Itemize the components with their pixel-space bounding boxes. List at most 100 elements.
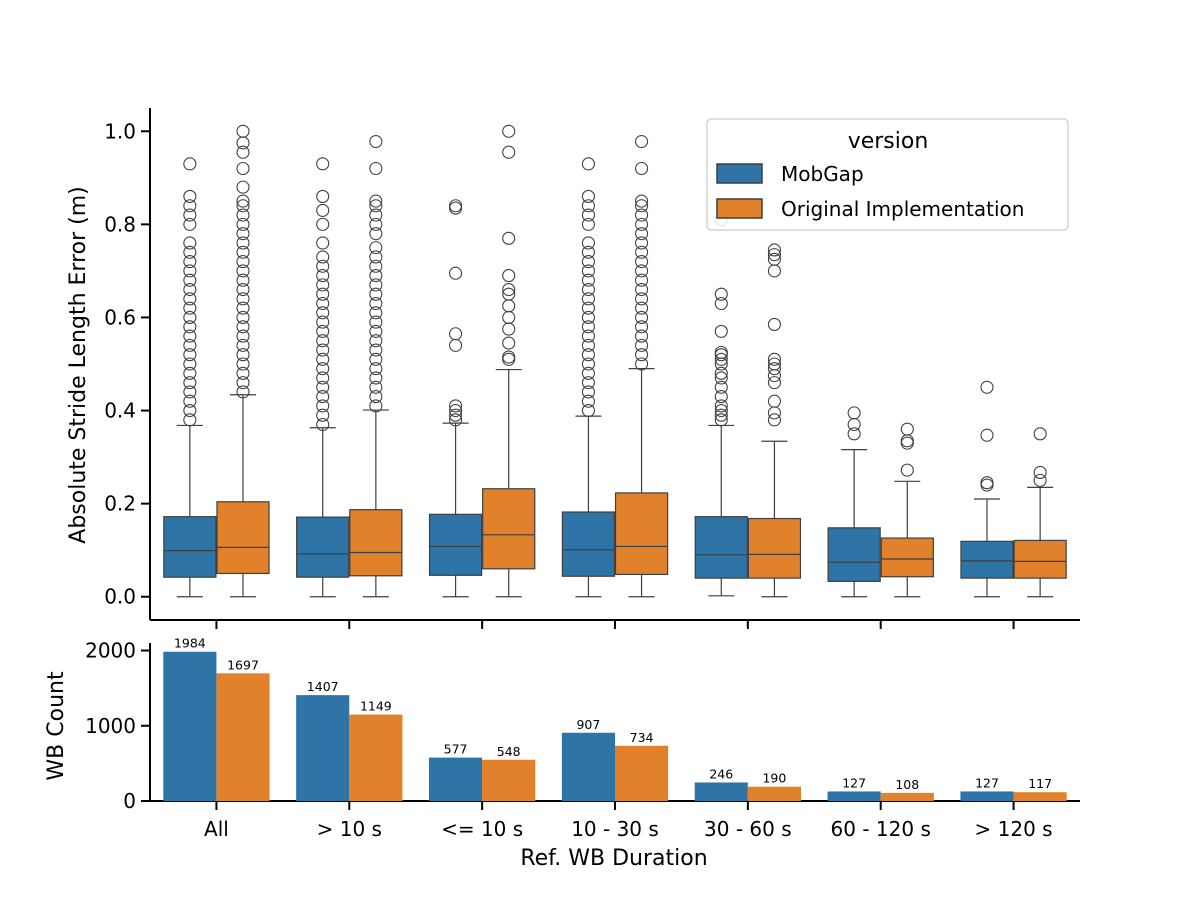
bar-value-label: 907 <box>576 717 600 732</box>
outlier-point <box>635 338 649 352</box>
bar <box>163 651 217 801</box>
outlier-point <box>316 250 330 264</box>
bar-value-label: 577 <box>444 742 468 757</box>
outlier-point <box>635 227 649 241</box>
outlier-point <box>369 371 383 385</box>
outlier-point <box>581 255 595 269</box>
outlier-point <box>581 236 595 250</box>
outlier-point <box>316 269 330 283</box>
outlier-point <box>183 217 197 231</box>
box-iqr <box>163 516 217 578</box>
outlier-point <box>581 282 595 297</box>
outlier-point <box>581 245 595 259</box>
box-iqr <box>827 527 881 582</box>
outlier-point <box>236 194 250 208</box>
outlier-point <box>369 380 383 394</box>
outlier-point <box>369 161 383 176</box>
outlier-point <box>502 231 516 245</box>
outlier-point <box>316 259 330 273</box>
outlier-point <box>236 366 250 380</box>
outlier-point <box>369 217 383 231</box>
outlier-point <box>316 189 330 203</box>
bar-value-label: 1407 <box>307 679 339 694</box>
outlier-point <box>502 310 516 325</box>
outlier-point <box>183 292 197 306</box>
box-iqr <box>561 511 616 577</box>
outlier-point <box>316 324 330 338</box>
outlier-point <box>183 282 197 297</box>
outlier-point <box>767 243 781 257</box>
outlier-point <box>714 371 728 385</box>
bar <box>694 782 748 801</box>
outlier-point <box>183 255 197 269</box>
outlier-point <box>236 320 250 334</box>
boxplot-y-tick-label: 0.6 <box>104 305 136 329</box>
box-iqr <box>296 516 350 578</box>
bar-value-label: 117 <box>1028 776 1052 791</box>
outlier-point <box>316 296 330 311</box>
outlier-point <box>714 324 728 338</box>
outlier-point <box>316 417 330 432</box>
outlier-point <box>449 266 463 280</box>
outlier-point <box>980 476 994 490</box>
outlier-point <box>714 287 728 301</box>
outlier-point <box>581 348 595 362</box>
outlier-point <box>369 134 383 149</box>
outlier-point <box>236 255 250 269</box>
bar <box>561 732 615 801</box>
outlier-point <box>767 394 781 408</box>
outlier-point <box>635 329 649 343</box>
outlier-point <box>581 199 595 213</box>
outlier-point <box>183 199 197 213</box>
outlier-point <box>316 306 330 320</box>
outlier-point <box>502 322 516 336</box>
outlier-point <box>900 463 914 477</box>
outlier-point <box>316 399 330 413</box>
outlier-point <box>635 217 649 231</box>
outlier-point <box>714 345 728 359</box>
outlier-point <box>369 362 383 376</box>
outlier-point <box>369 390 383 404</box>
outlier-point <box>369 343 383 357</box>
outlier-point <box>236 236 250 250</box>
outlier-point <box>635 236 649 250</box>
bar-panel: 0 1000 2000 All > 10 s <= 10 s 10 - 30 s 30 - 6… <box>85 636 1080 841</box>
outlier-point <box>183 264 197 278</box>
legend-swatch-original <box>716 198 763 219</box>
outlier-point <box>183 157 197 171</box>
outlier-point <box>980 380 994 394</box>
outlier-point <box>635 199 649 213</box>
boxplot-y-tick-label: 0.2 <box>104 492 136 516</box>
outlier-point <box>635 301 649 315</box>
outlier-point <box>581 385 595 399</box>
outlier-point <box>502 124 516 138</box>
outlier-point <box>183 245 197 259</box>
outlier-point <box>502 287 516 301</box>
bar <box>216 673 270 801</box>
outlier-point <box>581 376 595 390</box>
outlier-point <box>767 248 781 262</box>
outlier-point <box>316 371 330 385</box>
outlier-point <box>449 327 463 341</box>
outlier-point <box>767 264 781 278</box>
outlier-point <box>236 357 250 371</box>
legend-label-mobgap: MobGap <box>781 162 864 186</box>
outlier-point <box>1033 465 1047 480</box>
box-iqr <box>960 540 1014 579</box>
outlier-point <box>236 180 250 194</box>
outlier-point <box>183 189 197 203</box>
outlier-point <box>316 408 330 422</box>
outlier-point <box>635 357 649 371</box>
outlier-point <box>635 282 649 297</box>
outlier-point <box>714 390 728 404</box>
bar <box>827 791 881 801</box>
outlier-point <box>369 241 383 255</box>
outlier-point <box>635 161 649 176</box>
outlier-point <box>369 296 383 311</box>
outlier-point <box>236 292 250 306</box>
bar-y-axis-label: WB Count <box>44 671 69 781</box>
outlier-point <box>635 245 649 259</box>
outlier-point <box>635 194 649 208</box>
bar-value-label: 1149 <box>360 699 392 714</box>
